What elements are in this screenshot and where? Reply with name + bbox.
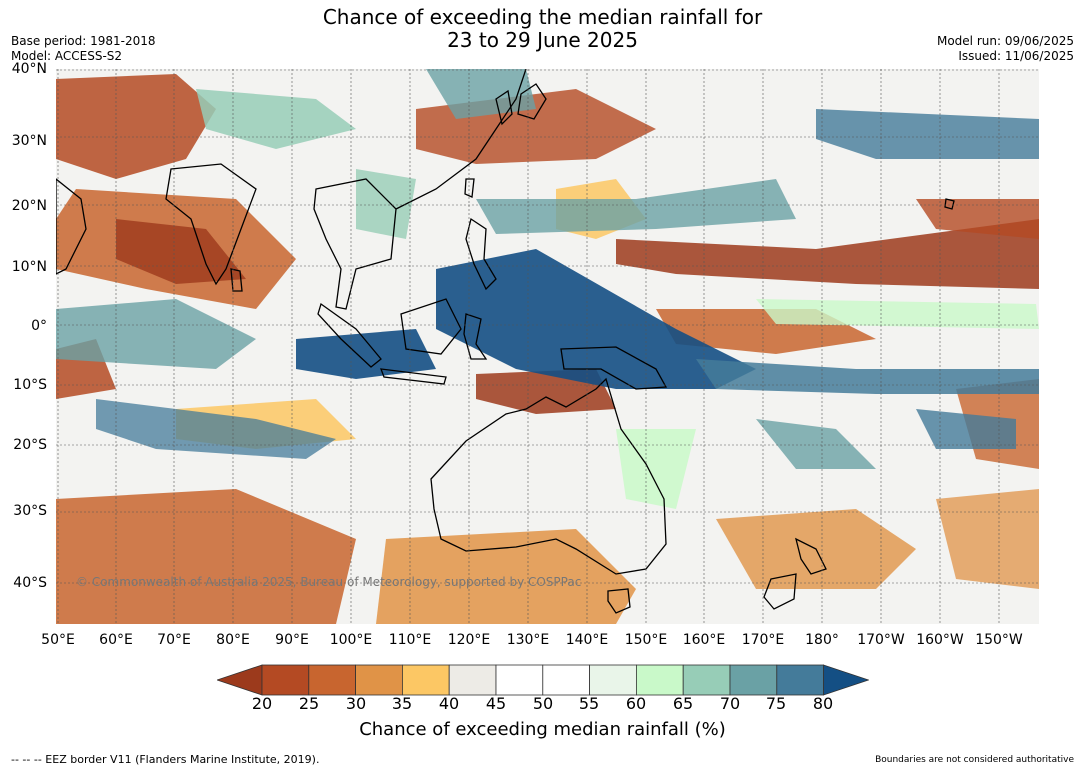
colorbar-tick: 40: [438, 694, 460, 713]
lon-label: 80°E: [216, 632, 250, 648]
colorbar-cell: [355, 664, 403, 696]
lat-label: 40°S: [13, 575, 47, 591]
issued-date: Issued: 11/06/2025: [958, 49, 1074, 63]
coastlines: [56, 69, 955, 614]
lon-label: 100°E: [329, 632, 373, 648]
lon-label: 150°E: [624, 632, 668, 648]
colorbar-cell: [495, 664, 544, 696]
lat-label: 30°N: [11, 133, 47, 149]
colorbar: [217, 664, 869, 696]
colorbar-tick: 55: [578, 694, 600, 713]
colorbar-tick: 60: [625, 694, 647, 713]
lon-label: 130°E: [506, 632, 550, 648]
lat-label: 30°S: [13, 503, 47, 519]
eez-footnote: -- -- -- EEZ border V11 (Flanders Marine…: [11, 753, 320, 766]
colorbar-tick: 20: [251, 694, 273, 713]
lon-label: 170°W: [857, 632, 905, 648]
lon-label: 110°E: [388, 632, 432, 648]
colorbar-cell: [261, 664, 310, 696]
colorbar-cell: [401, 664, 450, 696]
colorbar-tick: 50: [532, 694, 554, 713]
lat-label: 20°S: [13, 437, 47, 453]
colorbar-label: Chance of exceeding median rainfall (%): [359, 719, 726, 740]
colorbar-tick: 25: [298, 694, 320, 713]
copyright-notice: © Commonwealth of Australia 2025, Bureau…: [76, 575, 582, 589]
lat-label: 40°N: [11, 61, 47, 77]
lon-label: 180°: [805, 632, 839, 648]
lon-label: 120°E: [447, 632, 491, 648]
lat-label: 20°N: [11, 198, 47, 214]
model-name: Model: ACCESS-S2: [11, 49, 123, 63]
colorbar-cell: [589, 664, 637, 696]
colorbar-tick: 35: [391, 694, 413, 713]
lon-label: 140°E: [565, 632, 609, 648]
colorbar-cell: [776, 664, 824, 696]
lat-label: 0°: [31, 318, 47, 334]
colorbar-cell: [448, 664, 497, 696]
colorbar-tick: 65: [672, 694, 694, 713]
colorbar-cell: [542, 664, 590, 696]
lon-label: 160°W: [916, 632, 964, 648]
colorbar-extend-high: [823, 664, 869, 696]
model-run: Model run: 09/06/2025: [936, 34, 1074, 48]
base-period: Base period: 1981-2018: [11, 34, 156, 48]
lat-label: 10°N: [11, 259, 47, 275]
lon-label: 160°E: [682, 632, 726, 648]
map-title-line1: Chance of exceeding the median rainfall …: [322, 5, 763, 29]
lon-label: 50°E: [41, 632, 75, 648]
colorbar-tick: 45: [485, 694, 507, 713]
colorbar-tick: 75: [765, 694, 787, 713]
colorbar-cell: [682, 664, 731, 696]
lon-label: 150°W: [975, 632, 1023, 648]
colorbar-tick: 80: [812, 694, 834, 713]
lon-label: 170°E: [741, 632, 785, 648]
lon-label: 70°E: [157, 632, 191, 648]
colorbar-tick: 70: [719, 694, 741, 713]
lon-label: 90°E: [275, 632, 309, 648]
colorbar-cell: [729, 664, 778, 696]
colorbar-extend-low: [217, 664, 263, 696]
rainfall-map: [56, 69, 1039, 624]
colorbar-cell: [635, 664, 684, 696]
colorbar-cell: [308, 664, 357, 696]
map-title-line2: 23 to 29 June 2025: [447, 28, 638, 52]
boundary-disclaimer: Boundaries are not considered authoritat…: [875, 755, 1074, 765]
graticule: [56, 69, 1039, 624]
lon-label: 60°E: [99, 632, 133, 648]
rainfall-patches: [56, 69, 1039, 624]
lat-label: 10°S: [13, 377, 47, 393]
colorbar-tick: 30: [345, 694, 367, 713]
